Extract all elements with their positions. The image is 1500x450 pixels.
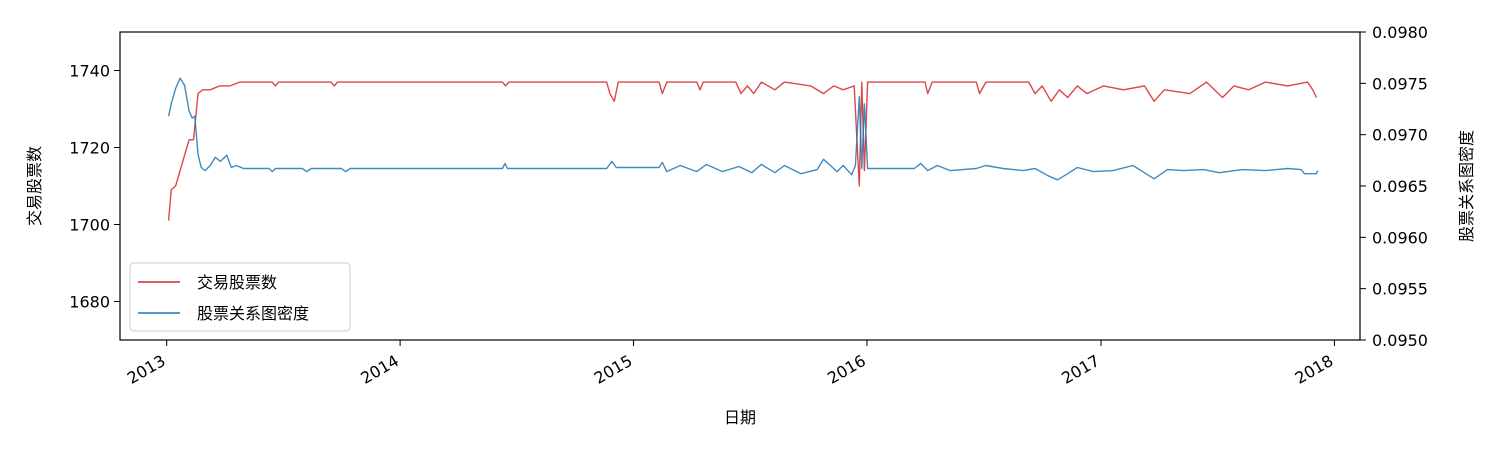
series-layer (167, 77, 1319, 221)
left-y-tick-label: 1720 (69, 139, 110, 158)
legend: 交易股票数 股票关系图密度 (129, 262, 351, 332)
right-y-tick-label: 0.0950 (1372, 331, 1428, 350)
right-y-tick-label: 0.0975 (1372, 74, 1428, 93)
right-y-tick-label: 0.0965 (1372, 177, 1428, 196)
right-y-tick-label: 0.0980 (1372, 23, 1428, 42)
right-y-tick-label: 0.0955 (1372, 280, 1428, 299)
right-y-tick-label: 0.0960 (1372, 228, 1428, 247)
left-y-tick-label: 1700 (69, 216, 110, 235)
right-y-axis-label: 股票关系图密度 (1457, 130, 1476, 242)
right-y-axis-ticks: 0.0950 0.0955 0.0960 0.0965 0.0970 0.0975 0.09… (1360, 23, 1428, 350)
legend-label-graph-density: 股票关系图密度 (197, 304, 309, 323)
left-y-axis-label: 交易股票数 (25, 146, 44, 226)
right-y-tick-label: 0.0970 (1372, 126, 1428, 145)
left-y-tick-label: 1680 (69, 293, 110, 312)
series-line-trading-count (167, 81, 1318, 221)
left-y-tick-label: 1740 (69, 62, 110, 81)
plot-frame (119, 31, 1361, 341)
series-line-graph-density (167, 77, 1319, 181)
legend-box (129, 262, 351, 332)
left-y-axis-ticks: 1680 1700 1720 1740 (69, 62, 120, 312)
legend-label-trading-count: 交易股票数 (197, 273, 277, 292)
x-axis-label: 日期 (724, 408, 756, 427)
